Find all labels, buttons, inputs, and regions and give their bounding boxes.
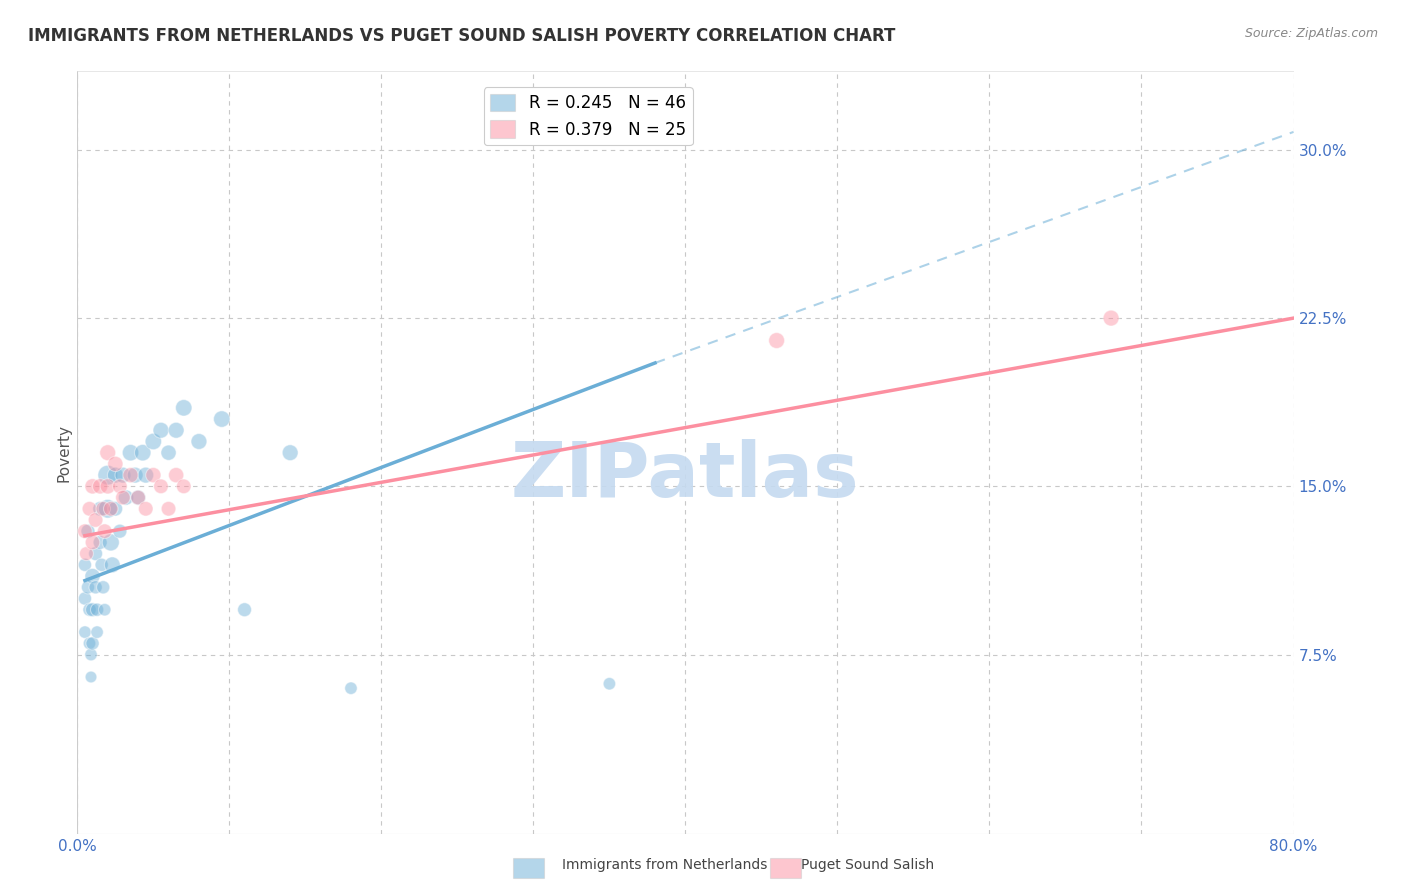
- Text: Immigrants from Netherlands: Immigrants from Netherlands: [562, 858, 768, 872]
- Point: [84, 547, 107, 561]
- Point: [84, 513, 107, 527]
- Point: [82, 569, 104, 583]
- Point: [157, 501, 180, 516]
- Point: [80, 648, 103, 662]
- Point: [79, 636, 101, 650]
- Point: [142, 434, 165, 449]
- Point: [108, 524, 131, 539]
- Point: [127, 491, 149, 505]
- Point: [165, 468, 187, 483]
- Point: [115, 491, 138, 505]
- Point: [75, 547, 97, 561]
- Point: [120, 446, 142, 460]
- Point: [100, 501, 122, 516]
- Point: [142, 468, 165, 483]
- Point: [91, 580, 114, 594]
- Point: [97, 446, 120, 460]
- Point: [278, 446, 301, 460]
- Point: [89, 501, 111, 516]
- Point: [135, 468, 157, 483]
- Point: [131, 446, 153, 460]
- Point: [73, 591, 96, 606]
- Point: [89, 479, 111, 493]
- Legend: R = 0.245   N = 46, R = 0.379   N = 25: R = 0.245 N = 46, R = 0.379 N = 25: [484, 87, 693, 145]
- Point: [97, 468, 120, 483]
- Text: ZIPatlas: ZIPatlas: [512, 439, 859, 513]
- Point: [79, 603, 101, 617]
- Point: [149, 479, 172, 493]
- Point: [104, 457, 127, 471]
- Text: Puget Sound Salish: Puget Sound Salish: [801, 858, 935, 872]
- Text: IMMIGRANTS FROM NETHERLANDS VS PUGET SOUND SALISH POVERTY CORRELATION CHART: IMMIGRANTS FROM NETHERLANDS VS PUGET SOU…: [28, 27, 896, 45]
- Point: [165, 423, 187, 437]
- Point: [157, 446, 180, 460]
- Point: [86, 625, 108, 640]
- Text: Source: ZipAtlas.com: Source: ZipAtlas.com: [1244, 27, 1378, 40]
- Point: [100, 535, 122, 549]
- Point: [101, 558, 124, 572]
- Point: [111, 468, 134, 483]
- Point: [79, 501, 101, 516]
- Point: [127, 491, 149, 505]
- Point: [765, 334, 787, 348]
- Point: [149, 423, 172, 437]
- Point: [73, 625, 96, 640]
- Point: [97, 479, 120, 493]
- Point: [97, 501, 120, 516]
- Point: [173, 479, 195, 493]
- Point: [90, 558, 112, 572]
- Point: [73, 524, 96, 539]
- Point: [82, 636, 104, 650]
- Point: [84, 580, 107, 594]
- Point: [598, 677, 620, 691]
- Point: [120, 468, 142, 483]
- Point: [1099, 311, 1122, 326]
- Point: [104, 501, 127, 516]
- Point: [188, 434, 211, 449]
- Point: [173, 401, 195, 415]
- Point: [124, 468, 146, 483]
- Point: [82, 535, 104, 549]
- Point: [82, 603, 104, 617]
- Point: [93, 603, 115, 617]
- Point: [86, 603, 108, 617]
- Point: [104, 468, 127, 483]
- Point: [91, 501, 114, 516]
- Point: [80, 670, 103, 684]
- Point: [340, 681, 363, 696]
- Point: [108, 479, 131, 493]
- Point: [111, 491, 134, 505]
- Point: [77, 580, 100, 594]
- Point: [93, 524, 115, 539]
- Point: [135, 501, 157, 516]
- Point: [89, 535, 111, 549]
- Point: [77, 524, 100, 539]
- Point: [82, 479, 104, 493]
- Point: [73, 558, 96, 572]
- Point: [233, 603, 256, 617]
- Point: [211, 412, 233, 426]
- Y-axis label: Poverty: Poverty: [56, 424, 72, 482]
